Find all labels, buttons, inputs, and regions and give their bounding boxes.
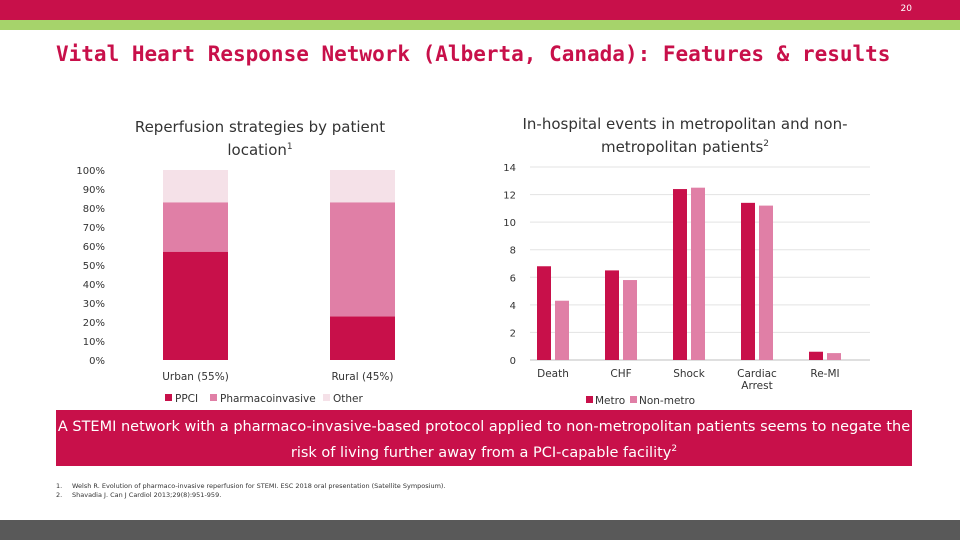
left-chart-title: Reperfusion strategies by patient locati…	[110, 117, 410, 160]
reference-2: 2. Shavadia J. Can J Cardiol 2013;29(8):9…	[56, 491, 221, 499]
x-category-label: Shock	[673, 368, 706, 380]
y-tick-label: 10	[503, 218, 516, 229]
y-tick-label: 8	[510, 246, 516, 257]
bottom-bar	[0, 520, 960, 540]
y-tick-label: 0%	[89, 356, 105, 367]
bar-rural-45-ppci	[330, 316, 395, 360]
left-chart-title-text: Reperfusion strategies by patient locati…	[134, 118, 386, 159]
y-tick-label: 100%	[76, 166, 105, 177]
reference-1-number: 1.	[56, 482, 63, 490]
reference-1-text: Welsh R. Evolution of pharmaco-invasive …	[72, 482, 446, 490]
bar-shock-non-metro	[691, 187, 705, 360]
legend-swatch-ppci	[165, 394, 172, 401]
green-accent-bar	[0, 20, 960, 30]
y-tick-label: 40%	[83, 280, 105, 291]
bar-urban-55-other	[163, 170, 228, 203]
y-tick-label: 0	[510, 356, 516, 367]
legend-swatch-metro	[586, 396, 593, 403]
bar-chf-metro	[605, 270, 619, 360]
right-chart-title-text: In-hospital events in metropolitan and n…	[522, 115, 848, 156]
legend-swatch-non-metro	[630, 396, 637, 403]
y-tick-label: 30%	[83, 299, 105, 310]
bar-rural-45-other	[330, 170, 395, 203]
bar-death-non-metro	[555, 300, 569, 360]
legend-label-non-metro: Non-metro	[639, 395, 695, 407]
legend-swatch-other	[323, 394, 330, 401]
y-tick-label: 2	[510, 328, 516, 339]
legend-swatch-pharmacoinvasive	[210, 394, 217, 401]
reference-2-number: 2.	[56, 491, 63, 499]
bar-cardiac-arrest-non-metro	[759, 205, 773, 360]
bar-re-mi-metro	[809, 351, 823, 360]
legend-label-ppci: PPCI	[175, 393, 198, 405]
y-tick-label: 50%	[83, 261, 105, 272]
legend-label-pharmacoinvasive: Pharmacoinvasive	[220, 393, 316, 405]
bar-rural-45-pharmacoinvasive	[330, 202, 395, 317]
reference-2-text: Shavadia J. Can J Cardiol 2013;29(8):951…	[72, 491, 222, 499]
y-tick-label: 70%	[83, 223, 105, 234]
y-tick-label: 12	[503, 191, 516, 202]
y-tick-label: 4	[510, 301, 516, 312]
bar-chf-non-metro	[623, 280, 637, 360]
in-hospital-events-bar-chart: 0 2 4 6 8 10 12 14 Death CHF Shock Cardiac Arrest Re-…	[503, 163, 870, 407]
x-category-label: Urban (55%)	[162, 371, 229, 383]
left-chart-title-footnote: 1	[286, 142, 293, 152]
right-chart-title-footnote: 2	[763, 139, 770, 149]
conclusion-banner: A STEMI network with a pharmaco-invasive…	[56, 410, 912, 466]
legend-label-metro: Metro	[595, 395, 625, 407]
legend-label-other: Other	[333, 393, 363, 405]
reperfusion-stacked-bar-chart: 0% 10% 20% 30% 40% 50% 60% 70% 80% 90% 100% Urban (…	[76, 166, 395, 405]
y-tick-label: 6	[510, 273, 516, 284]
conclusion-footnote: 2	[671, 444, 678, 454]
slide-number: 20	[900, 4, 912, 14]
y-tick-label: 80%	[83, 204, 105, 215]
conclusion-text: A STEMI network with a pharmaco-invasive…	[57, 419, 911, 461]
y-tick-label: 90%	[83, 185, 105, 196]
y-tick-label: 10%	[83, 337, 105, 348]
x-category-label: CHF	[610, 368, 631, 380]
y-tick-label: 20%	[83, 318, 105, 329]
bar-cardiac-arrest-metro	[741, 202, 755, 360]
x-category-label-line: Arrest	[741, 380, 772, 392]
x-category-label: Cardiac Arrest	[737, 368, 777, 392]
right-chart-title: In-hospital events in metropolitan and n…	[520, 114, 850, 157]
x-category-label: Re-MI	[810, 368, 839, 380]
bar-death-metro	[537, 266, 551, 360]
bar-urban-55-pharmacoinvasive	[163, 202, 228, 252]
x-category-label: Rural (45%)	[331, 371, 393, 383]
y-tick-label: 60%	[83, 242, 105, 253]
reference-1: 1. Welsh R. Evolution of pharmaco-invasiv…	[56, 482, 446, 490]
bar-shock-metro	[673, 189, 687, 360]
x-category-label-line: Cardiac	[737, 368, 777, 380]
slide-title: Vital Heart Response Network (Alberta, C…	[56, 42, 891, 66]
bar-re-mi-non-metro	[827, 353, 841, 360]
y-tick-label: 14	[503, 163, 516, 174]
bar-urban-55-ppci	[163, 251, 228, 360]
top-accent-bar	[0, 0, 960, 20]
x-category-label: Death	[537, 368, 569, 380]
